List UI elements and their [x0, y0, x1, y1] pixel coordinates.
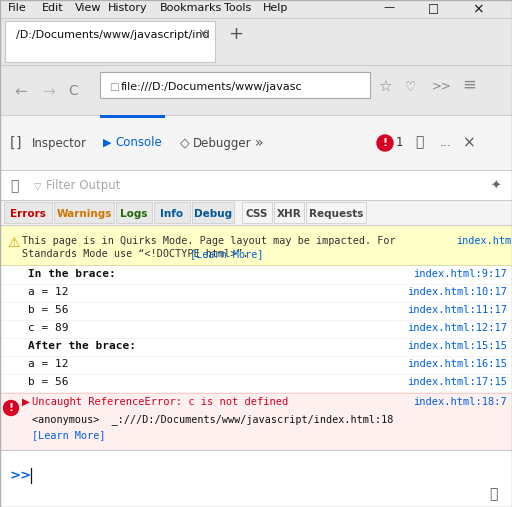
Text: ▶: ▶: [22, 397, 30, 407]
Bar: [0, 265, 512, 430]
Text: index.html:11:17: index.html:11:17: [407, 305, 507, 315]
Text: index.html:15:15: index.html:15:15: [407, 341, 507, 351]
Text: C: C: [68, 84, 78, 98]
Bar: [306, 202, 366, 223]
Text: In the brace:: In the brace:: [28, 269, 116, 279]
Text: Logs: Logs: [120, 209, 148, 219]
Circle shape: [4, 401, 18, 416]
Text: Edit: Edit: [41, 3, 63, 13]
Text: →: →: [42, 85, 55, 99]
Text: XHR: XHR: [276, 209, 302, 219]
Text: Tools: Tools: [224, 3, 251, 13]
Text: ◇: ◇: [180, 136, 189, 150]
Text: [: [: [10, 136, 15, 150]
Text: Debugger: Debugger: [193, 136, 251, 150]
Text: ⧉: ⧉: [415, 135, 423, 149]
Text: !: !: [8, 403, 13, 413]
Text: ⧉: ⧉: [489, 487, 497, 501]
Text: Filter Output: Filter Output: [46, 179, 120, 193]
Bar: [0, 393, 512, 450]
Circle shape: [377, 135, 393, 151]
Text: Bookmarks: Bookmarks: [160, 3, 222, 13]
Text: ]: ]: [16, 136, 22, 150]
Text: c = 89: c = 89: [28, 323, 69, 333]
Text: file:///D:/Documents/www/javasc: file:///D:/Documents/www/javasc: [121, 82, 303, 92]
Text: b = 56: b = 56: [28, 377, 69, 387]
Bar: [100, 115, 165, 118]
Bar: [0, 225, 512, 265]
Bar: [54, 202, 114, 223]
Text: index.html:10:17: index.html:10:17: [407, 287, 507, 297]
Text: ←: ←: [14, 85, 27, 99]
Text: □: □: [109, 82, 119, 92]
Text: Inspector: Inspector: [32, 136, 87, 150]
Bar: [0, 65, 512, 115]
Bar: [4, 202, 52, 223]
Text: Uncaught ReferenceError: c is not defined: Uncaught ReferenceError: c is not define…: [32, 397, 288, 407]
Text: 🗑: 🗑: [10, 179, 18, 193]
Text: 1: 1: [396, 136, 403, 150]
Bar: [100, 72, 370, 98]
Text: b = 56: b = 56: [28, 305, 69, 315]
Text: |: |: [28, 468, 33, 484]
Text: ×: ×: [463, 135, 476, 151]
Text: This page is in Quirks Mode. Page layout may be impacted. For: This page is in Quirks Mode. Page layout…: [22, 236, 396, 246]
Bar: [192, 202, 234, 223]
Text: +: +: [228, 25, 243, 43]
Text: After the brace:: After the brace:: [28, 341, 136, 351]
Text: /D:/Documents/www/javascript/ind: /D:/Documents/www/javascript/ind: [16, 30, 209, 40]
Text: index.html:16:15: index.html:16:15: [407, 359, 507, 369]
Text: Help: Help: [263, 3, 289, 13]
Text: <anonymous>  _:///D:/Documents/www/javascript/index.html:18: <anonymous> _:///D:/Documents/www/javasc…: [32, 414, 393, 425]
Text: ☆: ☆: [378, 80, 392, 94]
Text: Requests: Requests: [309, 209, 363, 219]
Text: ▽: ▽: [34, 182, 41, 192]
Text: Console: Console: [115, 136, 162, 150]
Bar: [242, 202, 272, 223]
Bar: [154, 202, 190, 223]
Text: Standards Mode use “<!DOCTYPE html>”.: Standards Mode use “<!DOCTYPE html>”.: [22, 249, 255, 259]
Bar: [0, 0, 512, 18]
Bar: [5, 21, 215, 62]
Text: index.html: index.html: [456, 236, 512, 246]
Bar: [0, 18, 512, 65]
Text: Info: Info: [160, 209, 184, 219]
Text: CSS: CSS: [246, 209, 268, 219]
Text: History: History: [108, 3, 148, 13]
Text: ×: ×: [197, 27, 207, 41]
Text: ...: ...: [440, 136, 452, 150]
Text: Warnings: Warnings: [56, 209, 112, 219]
Text: Debug: Debug: [194, 209, 232, 219]
Text: File: File: [8, 3, 27, 13]
Bar: [274, 202, 304, 223]
Text: ▶: ▶: [103, 138, 112, 148]
Text: View: View: [75, 3, 101, 13]
Text: »: »: [255, 136, 264, 150]
Bar: [0, 200, 512, 225]
Text: a = 12: a = 12: [28, 359, 69, 369]
Text: !: !: [382, 138, 388, 148]
Text: >>: >>: [10, 469, 32, 482]
Text: □: □: [428, 2, 439, 15]
Text: index.html:12:17: index.html:12:17: [407, 323, 507, 333]
Text: —: —: [383, 2, 394, 12]
Text: ×: ×: [472, 2, 484, 16]
Bar: [0, 115, 512, 170]
Text: >>: >>: [432, 80, 452, 92]
Text: index.html:9:17: index.html:9:17: [413, 269, 507, 279]
Text: ♡: ♡: [405, 81, 416, 93]
Bar: [0, 450, 512, 507]
Text: Errors: Errors: [10, 209, 46, 219]
Text: [Learn More]: [Learn More]: [32, 430, 105, 440]
Text: a = 12: a = 12: [28, 287, 69, 297]
Text: ⚠: ⚠: [7, 236, 19, 250]
Text: index.html:18:7: index.html:18:7: [413, 397, 507, 407]
Text: ≡: ≡: [462, 76, 476, 94]
Text: [Learn More]: [Learn More]: [190, 249, 264, 259]
Bar: [0, 170, 512, 200]
Text: ✦: ✦: [491, 179, 501, 193]
Bar: [116, 202, 152, 223]
Text: index.html:17:15: index.html:17:15: [407, 377, 507, 387]
